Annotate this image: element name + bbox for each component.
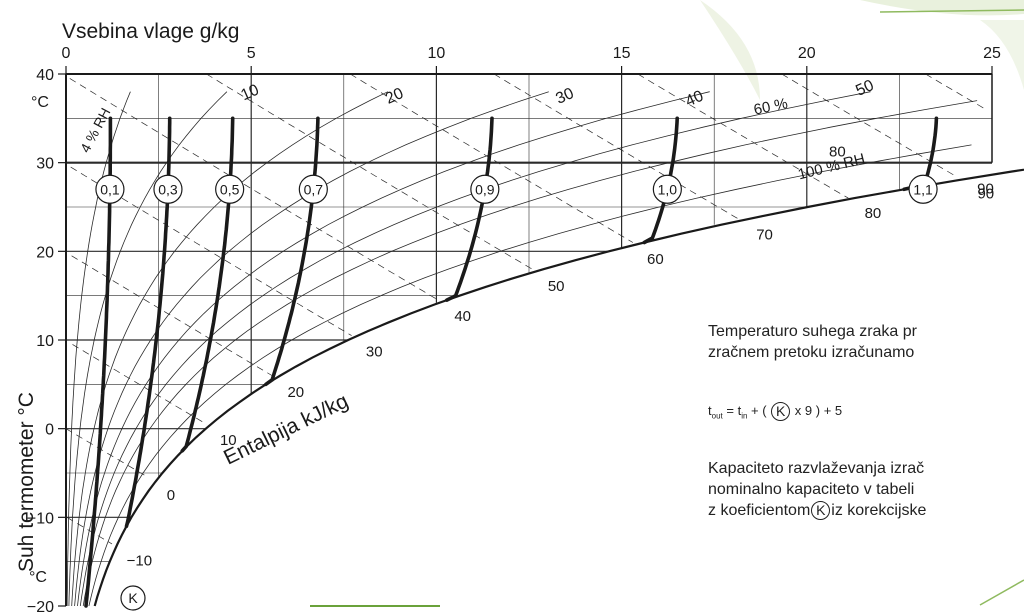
top-tick-label: 0 xyxy=(62,45,71,62)
left-tick-label: 0 xyxy=(45,422,54,439)
enthalpy-value-label: 0 xyxy=(167,487,175,504)
formula-tout: tout = tin + ( K x 9 ) + 5 xyxy=(708,400,842,427)
enthalpy-line xyxy=(206,73,533,270)
k-label-circle xyxy=(153,174,183,204)
formula-t: t xyxy=(708,403,712,418)
k-label-circle xyxy=(470,174,500,204)
left-tick-label: −20 xyxy=(27,599,54,612)
enthalpy-line xyxy=(350,73,634,243)
top-tick-label: 5 xyxy=(247,45,256,62)
rh-label-80: 80 xyxy=(829,143,846,160)
formula-plus: + ( xyxy=(747,403,771,418)
k-curve-0,5 xyxy=(180,116,235,453)
k-label-text: 0,7 xyxy=(304,181,324,197)
enthalpy-value-label: 50 xyxy=(548,278,565,295)
top-tick-label: 20 xyxy=(798,45,816,62)
k-label-text: 1,1 xyxy=(913,181,933,197)
enthalpy-line xyxy=(69,78,439,301)
k-label-circle xyxy=(215,174,245,204)
formula-tail: x 9 ) + 5 xyxy=(791,403,843,418)
k-coefficient-curves: 0,1 0,3 0,5 0,7 0,9 1,0 1,1 K xyxy=(84,116,939,611)
formula-out-sub: out xyxy=(711,411,723,421)
k-symbol-formula: K xyxy=(771,402,791,422)
enthalpy-line xyxy=(71,255,273,376)
rh-curve xyxy=(77,91,710,607)
left-unit-bottom: °C xyxy=(29,569,47,586)
left-tick-label: 10 xyxy=(36,333,54,350)
para2-text-b: iz korekcijske xyxy=(831,502,927,519)
k-symbol-text: K xyxy=(811,501,831,521)
top-tick-label: 25 xyxy=(983,45,1001,62)
k-curve-0,7 xyxy=(264,116,320,387)
enthalpy-line xyxy=(637,73,849,199)
rh-label-90: 90 xyxy=(977,181,994,198)
formula-in-sub: in xyxy=(741,411,748,421)
annotation-line-2: zračnem pretoku izračunamo xyxy=(708,344,915,361)
enthalpy-line xyxy=(493,73,741,221)
annotation-para2-line-1: Kapaciteto razvlaževanja izrač xyxy=(708,460,925,477)
enthalpy-line xyxy=(65,428,149,478)
enthalpy-top-label: 40 xyxy=(683,88,706,111)
annotation-para2-line-2: nominalno kapaciteto v tabeli xyxy=(708,481,915,498)
enthalpy-value-label: 70 xyxy=(756,226,773,243)
enthalpy-line xyxy=(781,73,956,177)
rh-label-4: 4 % RH xyxy=(77,105,114,155)
annotation-line-1: Temperaturo suhega zraka pr xyxy=(708,323,917,340)
left-axis-title: Suh termometer °C xyxy=(15,392,38,572)
enthalpy-top-label: 10 xyxy=(239,81,262,104)
rh-curve xyxy=(74,91,549,607)
rh-curve xyxy=(66,91,131,607)
k-label-circle xyxy=(908,174,938,204)
chart-grid xyxy=(66,74,992,562)
k-label-circle xyxy=(652,174,682,204)
enthalpy-line xyxy=(72,344,207,425)
top-tick-label: 15 xyxy=(613,45,631,62)
k-curve-0,9 xyxy=(444,116,494,302)
k-label-text: 1,0 xyxy=(658,181,678,197)
left-tick-label: 30 xyxy=(36,156,54,173)
enthalpy-value-label: −10 xyxy=(127,553,152,570)
chart-labels: Vsebina vlage g/kg Suh termometer °C °C … xyxy=(15,20,1001,612)
enthalpy-top-label: 20 xyxy=(383,85,406,108)
enthalpy-top-label: 30 xyxy=(553,85,576,108)
left-tick-label: −10 xyxy=(27,510,54,527)
left-tick-label: 40 xyxy=(36,67,54,84)
enthalpy-value-label: 20 xyxy=(287,384,304,401)
para2-text-a: z koeficientom xyxy=(708,502,811,519)
top-axis-title: Vsebina vlage g/kg xyxy=(62,20,239,43)
enthalpy-value-label: 80 xyxy=(865,205,882,222)
top-tick-label: 10 xyxy=(428,45,446,62)
k-label-text: 0,5 xyxy=(220,181,240,197)
formula-eq: = t xyxy=(722,403,742,418)
enthalpy-value-label: 60 xyxy=(647,251,664,268)
enthalpy-value-label: 90 xyxy=(977,186,994,203)
k-symbol-chart: K xyxy=(128,590,138,606)
k-label-text: 0,9 xyxy=(475,181,495,197)
rh-curve xyxy=(68,91,228,607)
rh-curve xyxy=(71,91,389,607)
k-label-text: 0,3 xyxy=(158,181,178,197)
enthalpy-value-label: 10 xyxy=(220,432,237,449)
k-label-circle xyxy=(95,174,125,204)
k-label-text: 0,1 xyxy=(100,181,120,197)
left-tick-label: 20 xyxy=(36,244,54,261)
enthalpy-top-label: 50 xyxy=(853,77,876,100)
enthalpy-value-label: 40 xyxy=(454,308,471,325)
k-symbol-circle xyxy=(120,585,146,611)
enthalpy-value-label: 30 xyxy=(366,343,383,360)
rh-label-60: 60 % xyxy=(752,95,789,119)
rh-curve xyxy=(88,144,972,607)
rh-curve xyxy=(79,91,871,607)
left-unit-top: °C xyxy=(31,94,49,111)
k-label-circle xyxy=(298,174,328,204)
chart-frame xyxy=(58,66,993,607)
rh-curve xyxy=(82,100,978,607)
